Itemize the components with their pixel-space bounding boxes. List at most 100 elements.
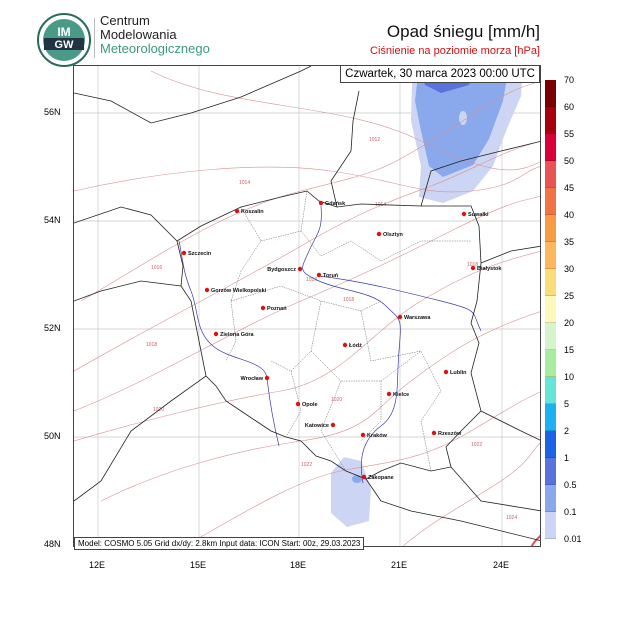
isobar-label: 1022 <box>301 462 312 468</box>
logo-line-1: Centrum <box>100 13 150 28</box>
city-dot <box>397 314 403 320</box>
city-label: Poznań <box>267 306 287 312</box>
imgw-logo: IM GW <box>37 13 91 67</box>
colorbar-label: 55 <box>564 129 575 139</box>
map-subtitle: Ciśnienie na poziomie morza [hPa] <box>370 45 540 57</box>
svg-text:IM: IM <box>57 25 70 39</box>
colorbar-swatch <box>545 350 556 377</box>
snowfall-areas <box>331 66 523 527</box>
city-label: Szczecin <box>188 251 212 257</box>
snow-area-tatra-light <box>331 457 371 527</box>
isobar-label: 1018 <box>343 297 354 303</box>
model-info-label: Model: COSMO 5.05 Grid dx/dy: 2.8km Inpu… <box>74 537 365 550</box>
city-marker: Olsztyn <box>376 231 404 238</box>
city-dot <box>234 208 240 214</box>
city-dot <box>431 430 437 436</box>
colorbar-label: 50 <box>564 156 575 166</box>
datetime-label: Czwartek, 30 marca 2023 00:00 UTC <box>340 65 540 83</box>
colorbar-swatch <box>545 80 556 107</box>
city-marker: Szczecin <box>181 250 212 257</box>
city-dot <box>260 305 266 311</box>
city-label: Wrocław <box>240 376 263 382</box>
colorbar-label: 1 <box>564 453 570 463</box>
city-label: Opole <box>302 402 318 408</box>
city-dot <box>316 272 322 278</box>
city-marker: Gorzów Wielkopolski <box>204 287 267 294</box>
colorbar-label: 45 <box>564 183 575 193</box>
city-dot <box>361 474 367 480</box>
city-marker: Wrocław <box>240 375 270 382</box>
city-label: Zielona Góra <box>220 332 255 338</box>
colorbar-swatch <box>545 323 556 350</box>
colorbar-label: 20 <box>564 318 575 328</box>
colorbar-swatch <box>545 269 556 296</box>
colorbar-label: 15 <box>564 345 575 355</box>
city-label: Olsztyn <box>383 232 404 238</box>
city-marker: Kielce <box>386 391 409 398</box>
city-marker: Suwałki <box>461 211 489 218</box>
city-marker: Gdańsk <box>318 200 346 207</box>
city-dot <box>295 401 301 407</box>
colorbar-swatch <box>545 296 556 323</box>
city-label: Suwałki <box>468 212 489 218</box>
lat-label: 50N <box>44 431 61 441</box>
colorbar-swatch <box>545 188 556 215</box>
colorbar-swatch <box>545 377 556 404</box>
colorbar-swatch <box>545 404 556 431</box>
city-label: Gorzów Wielkopolski <box>211 288 267 294</box>
isobar-label: 1018 <box>467 262 478 268</box>
colorbar-swatch <box>545 215 556 242</box>
city-label: Katowice <box>305 423 329 429</box>
lon-label: 15E <box>189 560 207 570</box>
city-marker: Opole <box>295 401 318 408</box>
city-dot <box>461 211 467 217</box>
city-label: Toruń <box>323 273 339 279</box>
city-marker: Białystok <box>470 265 502 272</box>
city-marker: Poznań <box>260 305 287 312</box>
city-label: Zakopane <box>368 475 394 481</box>
colorbar-label: 10 <box>564 372 575 382</box>
city-label: Lublin <box>450 370 467 376</box>
colorbar-label: 25 <box>564 291 575 301</box>
city-marker: Zielona Góra <box>213 331 255 338</box>
city-marker: Zakopane <box>361 474 394 481</box>
city-marker: Lublin <box>443 369 467 376</box>
lon-label: 18E <box>289 560 307 570</box>
snow-area-tatra-medium <box>352 475 362 483</box>
logo-text: Centrum Modelowania Meteorologicznego <box>100 14 210 56</box>
logo-divider <box>94 18 95 58</box>
city-label: Rzeszów <box>438 431 462 437</box>
city-marker: Kraków <box>360 432 388 439</box>
colorbar-label: 35 <box>564 237 575 247</box>
svg-text:GW: GW <box>55 39 75 51</box>
lat-label: 56N <box>44 107 61 117</box>
city-dot <box>213 331 219 337</box>
isobar-label: 1018 <box>146 342 157 348</box>
lon-label: 12E <box>88 560 106 570</box>
colorbar-swatch <box>545 458 556 485</box>
colorbar-label: 60 <box>564 102 575 112</box>
colorbar-label: 30 <box>564 264 575 274</box>
isobar-label: 1024 <box>506 515 517 521</box>
map-panel: 1012 1014 1014 1016 1016 1018 1018 1018 … <box>73 65 541 547</box>
lon-label: 24E <box>492 560 510 570</box>
colorbar-label: 2 <box>564 426 570 436</box>
colorbar-label: 40 <box>564 210 575 220</box>
isobar-label: 1012 <box>369 137 380 143</box>
city-label: Kraków <box>367 433 388 439</box>
city-marker: Warszawa <box>397 314 431 321</box>
logo-line-2: Modelowania <box>100 27 177 42</box>
city-dot <box>204 287 210 293</box>
city-marker: Katowice <box>305 422 336 429</box>
colorbar-swatch <box>545 161 556 188</box>
colorbar-swatch <box>545 107 556 134</box>
isobars <box>74 70 540 546</box>
colorbar-label: 0.5 <box>564 480 577 490</box>
colorbar-label: 0.1 <box>564 507 577 517</box>
city-label: Gdańsk <box>325 201 346 207</box>
city-dot <box>342 342 348 348</box>
city-label: Warszawa <box>404 315 431 321</box>
graticule <box>74 66 540 546</box>
city-dot <box>318 200 324 206</box>
city-marker: Rzeszów <box>431 430 462 437</box>
